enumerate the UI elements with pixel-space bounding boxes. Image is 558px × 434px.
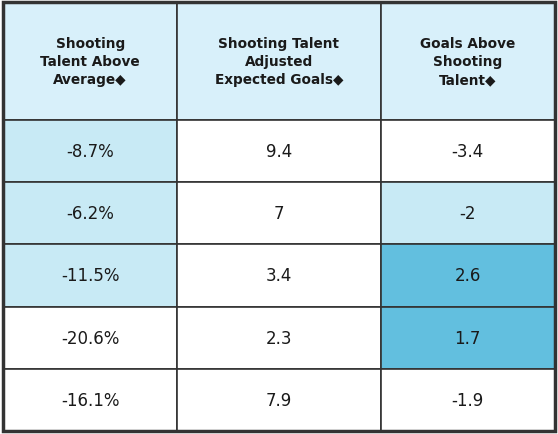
Text: -16.1%: -16.1% bbox=[61, 391, 119, 409]
Bar bbox=[381, 183, 555, 245]
Bar bbox=[3, 369, 177, 431]
Text: Shooting
Talent Above
Average◆: Shooting Talent Above Average◆ bbox=[40, 37, 140, 87]
Text: -1.9: -1.9 bbox=[451, 391, 484, 409]
Bar bbox=[381, 369, 555, 431]
Text: 2.3: 2.3 bbox=[266, 329, 292, 347]
Text: -11.5%: -11.5% bbox=[61, 267, 119, 285]
Bar bbox=[177, 245, 381, 307]
Text: -8.7%: -8.7% bbox=[66, 143, 114, 161]
Bar bbox=[177, 121, 381, 183]
Bar bbox=[177, 307, 381, 369]
Text: 2.6: 2.6 bbox=[455, 267, 481, 285]
Bar bbox=[177, 183, 381, 245]
Text: -2: -2 bbox=[460, 205, 476, 223]
Bar bbox=[381, 245, 555, 307]
Bar bbox=[177, 369, 381, 431]
Bar bbox=[177, 3, 381, 121]
Text: 7: 7 bbox=[274, 205, 284, 223]
Bar bbox=[3, 183, 177, 245]
Text: Goals Above
Shooting
Talent◆: Goals Above Shooting Talent◆ bbox=[420, 37, 516, 87]
Text: 1.7: 1.7 bbox=[455, 329, 481, 347]
Text: -20.6%: -20.6% bbox=[61, 329, 119, 347]
Text: -6.2%: -6.2% bbox=[66, 205, 114, 223]
Bar bbox=[3, 121, 177, 183]
Bar bbox=[381, 307, 555, 369]
Text: 9.4: 9.4 bbox=[266, 143, 292, 161]
Bar bbox=[381, 121, 555, 183]
Bar bbox=[3, 307, 177, 369]
Text: 3.4: 3.4 bbox=[266, 267, 292, 285]
Bar bbox=[3, 245, 177, 307]
Text: 7.9: 7.9 bbox=[266, 391, 292, 409]
Bar bbox=[3, 3, 177, 121]
Bar bbox=[381, 3, 555, 121]
Text: -3.4: -3.4 bbox=[451, 143, 484, 161]
Text: Shooting Talent
Adjusted
Expected Goals◆: Shooting Talent Adjusted Expected Goals◆ bbox=[215, 37, 343, 87]
